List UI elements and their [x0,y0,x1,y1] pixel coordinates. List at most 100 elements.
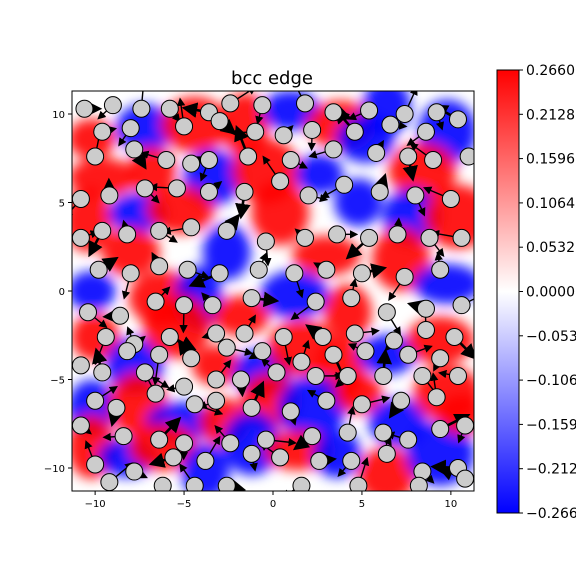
atom-marker [86,147,105,166]
atom-marker [150,430,169,449]
atom-marker [303,427,322,446]
colorbar-tick-label: −0.2128 [526,462,576,478]
atom-marker [103,96,122,115]
atom-marker [114,427,133,446]
atom-marker [271,448,290,467]
atom-marker [360,101,379,120]
atom-marker [395,105,414,124]
atom-marker [217,221,236,240]
atom-marker [175,434,194,453]
atom-marker [221,94,240,113]
atom-marker [93,122,112,141]
atom-marker [93,221,112,240]
atom-marker [274,328,293,347]
atom-marker [121,119,140,138]
atom-marker [431,420,450,439]
colorbar-tick-label: 0.2128 [526,107,575,123]
atom-marker [409,476,428,491]
atom-marker [281,402,300,421]
x-tick-label: 5 [359,499,365,510]
atom-marker [342,451,361,470]
atom-marker [431,260,450,279]
atom-marker [175,296,194,315]
atom-marker [338,366,357,385]
atom-marker [274,126,293,145]
colorbar-tick-label: 0.1596 [526,152,575,168]
x-tick-label: 10 [445,499,458,510]
x-tick-label: −5 [177,499,192,510]
atom-marker [135,363,154,382]
atom-marker [235,182,254,201]
atom-marker [164,448,183,467]
atom-marker [231,370,250,389]
atom-marker [217,476,236,491]
atom-marker [96,328,115,347]
atom-marker [324,345,343,364]
atom-marker [271,172,290,191]
atom-marker [125,462,144,481]
atom-marker [399,430,418,449]
atom-marker [416,320,435,339]
atom-marker [256,430,275,449]
atom-marker [100,473,119,491]
atom-marker [235,324,254,343]
atom-marker [352,264,371,283]
atom-marker [72,356,90,375]
atom-marker [427,388,446,407]
colorbar-tick-label: 0.1064 [526,196,575,212]
colorbar-axis: 0.2660 0.2128 0.1596 0.1064 0.0532 0.0000 −0.0… [519,63,576,522]
atom-marker [377,303,396,322]
atom-marker [324,140,343,159]
atom-marker [157,151,176,170]
atom-marker [153,476,172,491]
y-tick-label: 10 [52,110,65,121]
field-region [222,411,281,476]
atom-marker [135,179,154,198]
atom-marker [146,384,165,403]
atom-marker [217,338,236,357]
atom-marker [86,455,105,474]
atom-marker [79,303,98,322]
atom-marker [221,434,240,453]
atom-marker [381,115,400,134]
chart-title: bcc edge [231,68,313,89]
atom-marker [175,377,194,396]
y-tick-label: 0 [59,287,65,298]
atom-marker [392,391,411,410]
atom-marker [267,363,286,382]
colorbar-tick-label: −0.1064 [526,373,576,389]
atom-marker [374,423,393,442]
atom-marker [203,296,222,315]
atom-marker [196,451,215,470]
atom-marker [146,292,165,311]
atom-marker [399,345,418,364]
atom-marker [242,398,261,417]
atom-marker [448,366,467,385]
atom-marker [199,182,218,201]
atom-marker [210,112,229,131]
atom-marker [352,395,371,414]
atom-marker [349,476,368,491]
atom-marker [345,122,364,141]
atom-marker [75,99,94,118]
x-tick-label: −10 [85,499,106,510]
atom-marker [253,96,272,115]
atom-marker [459,147,474,166]
colorbar [496,69,520,514]
atom-layer [72,94,474,491]
atom-marker [150,221,169,240]
y-tick-label: −5 [50,375,65,386]
atom-marker [160,328,179,347]
atom-marker [456,469,474,488]
atom-marker [207,324,226,343]
atom-marker [125,140,144,159]
atom-marker [310,451,329,470]
atom-marker [185,395,204,414]
colorbar-tick-label: 0.0000 [526,285,575,301]
atom-marker [456,416,474,435]
atom-marker [448,110,467,129]
y-tick-label: 5 [59,199,65,210]
atom-marker [182,154,201,173]
atom-marker [150,257,169,276]
